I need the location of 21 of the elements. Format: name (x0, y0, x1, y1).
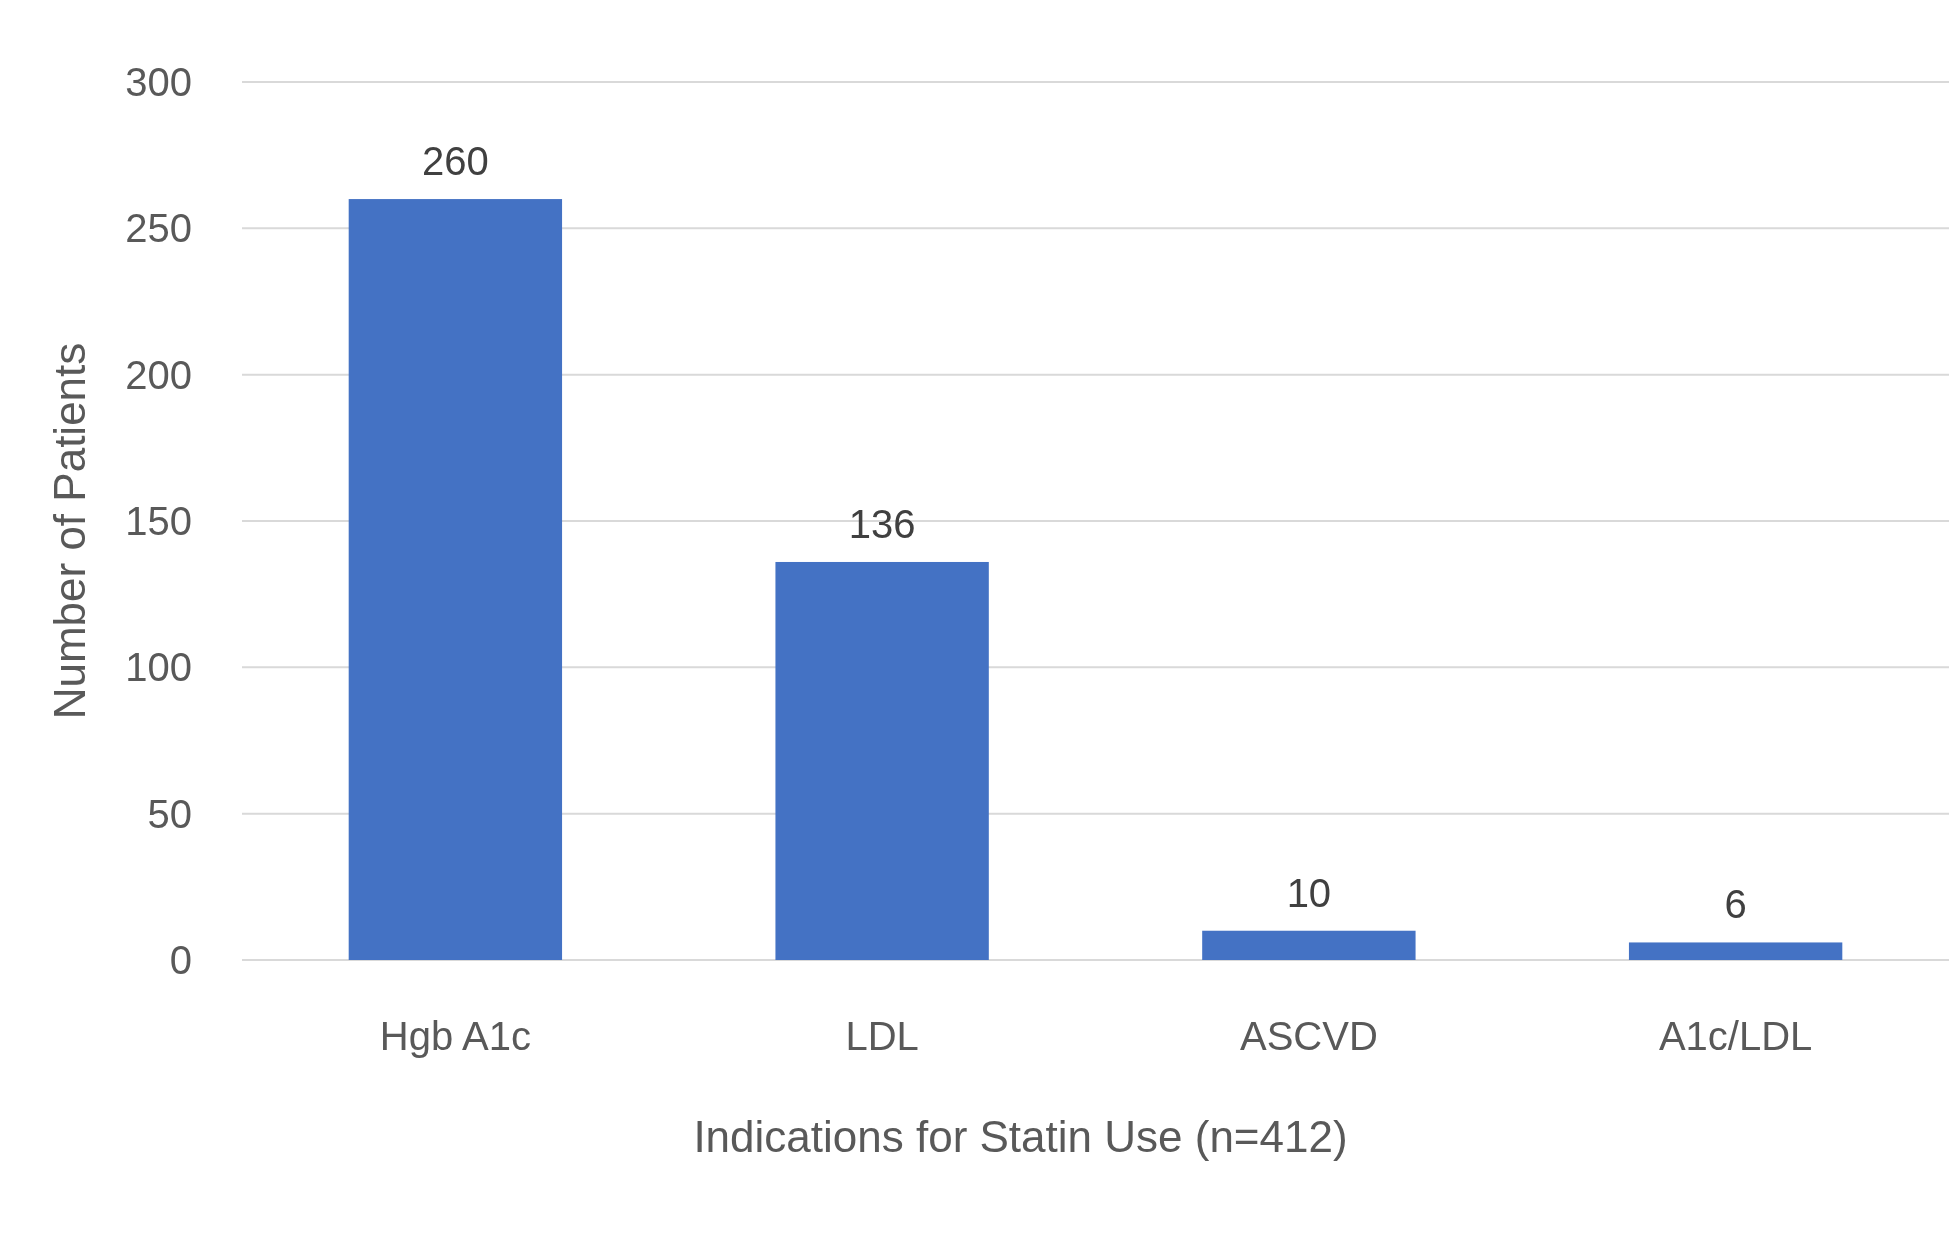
y-tick-label: 100 (125, 645, 192, 690)
y-tick-label: 50 (147, 791, 192, 836)
y-tick-label: 150 (125, 499, 192, 543)
x-tick-label: A1c/LDL (1658, 1014, 1813, 1058)
bar (775, 561, 989, 960)
data-label: 6 (1724, 882, 1747, 927)
y-tick-label: 0 (169, 938, 192, 982)
data-label: 136 (848, 501, 916, 546)
y-tick-label: 200 (125, 352, 192, 397)
x-axis-title: Indications for Statin Use (n=412) (693, 1112, 1348, 1161)
x-tick-label: ASCVD (1239, 1014, 1378, 1058)
y-tick-label: 250 (125, 206, 192, 251)
bar (1202, 930, 1416, 960)
x-tick-label: Hgb A1c (379, 1014, 531, 1058)
y-axis-title: Number of Patients (45, 342, 94, 720)
data-label: 10 (1286, 870, 1332, 915)
data-label: 260 (422, 139, 489, 184)
bar (348, 199, 563, 960)
x-tick-label: LDL (845, 1014, 919, 1058)
y-tick-label: 300 (125, 60, 192, 104)
bar (1628, 942, 1843, 960)
